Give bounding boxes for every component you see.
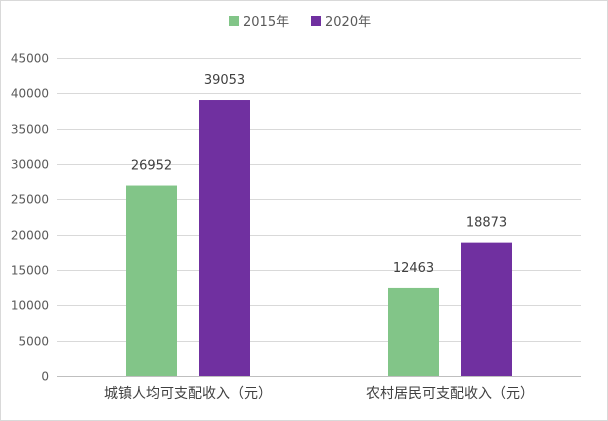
bars [126,100,512,377]
bar-series2 [461,242,512,376]
y-tick-label: 20000 [11,229,49,243]
legend-swatch [311,16,321,26]
data-label: 12463 [393,261,434,276]
legend-label: 2020年 [325,15,371,30]
legend: 2015年 2020年 [229,15,371,30]
legend-swatch [229,16,239,26]
bar-series2 [199,100,250,377]
data-label: 18873 [466,216,507,231]
x-axis-categories: 城镇人均可支配收入（元） 农村居民可支配收入（元） [104,386,534,402]
x-category-label: 城镇人均可支配收入（元） [104,386,272,402]
y-tick-label: 15000 [11,264,49,278]
y-tick-label: 0 [41,370,49,384]
data-labels: 26952 39053 12463 18873 [131,73,507,276]
y-tick-label: 45000 [11,52,49,66]
y-tick-label: 10000 [11,299,49,313]
y-tick-label: 35000 [11,123,49,137]
x-category-label: 农村居民可支配收入（元） [366,386,534,402]
bar-series1 [388,287,439,376]
y-tick-label: 40000 [11,87,49,101]
data-label: 26952 [131,159,172,174]
data-label: 39053 [204,73,245,88]
y-tick-label: 30000 [11,158,49,172]
y-tick-label: 25000 [11,193,49,207]
bar-series1 [126,185,177,376]
legend-label: 2015年 [243,15,289,30]
y-axis-ticks: 0 5000 10000 15000 20000 25000 30000 35000 40000… [11,52,49,384]
y-tick-label: 5000 [18,335,49,349]
